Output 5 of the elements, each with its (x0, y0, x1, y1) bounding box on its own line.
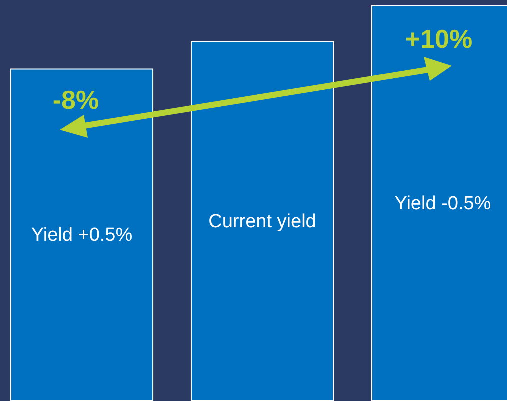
annotation: -8% (52, 85, 100, 115)
x-tick-label: Yield +0.5% (31, 225, 133, 246)
x-tick-label: Yield -0.5% (394, 194, 492, 214)
annotation: +10% (405, 24, 473, 54)
x-tick-label: Current yield (208, 211, 316, 232)
